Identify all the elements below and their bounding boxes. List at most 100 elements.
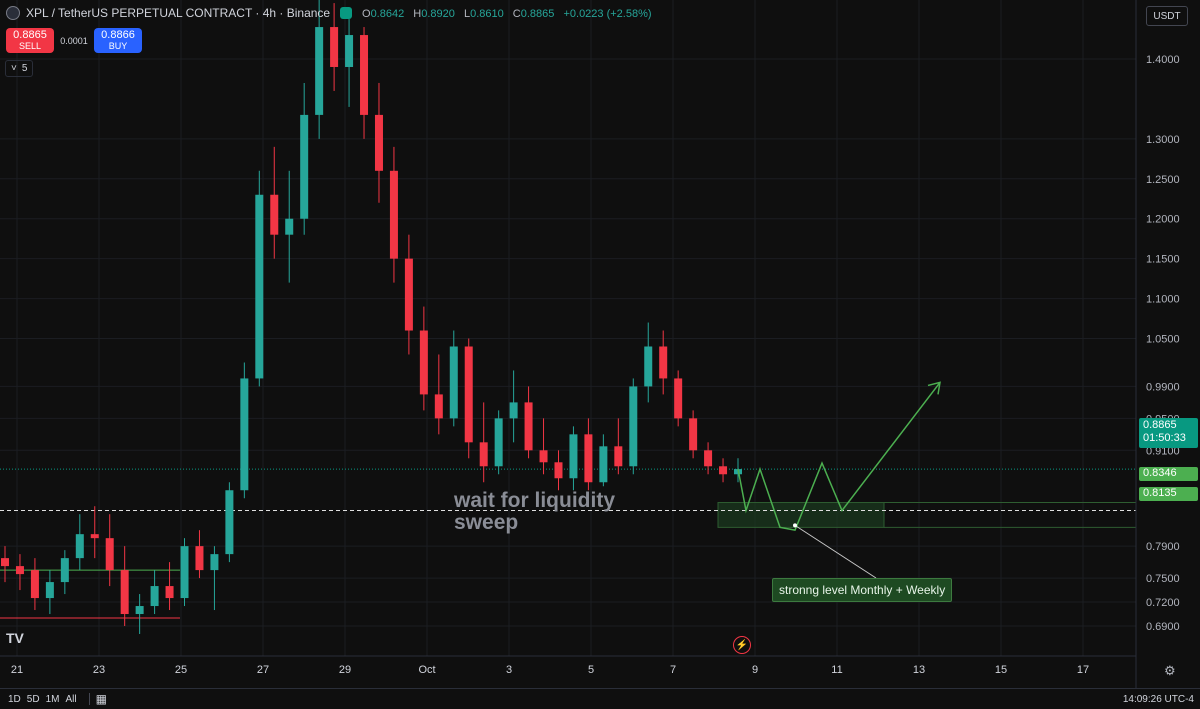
symbol-header[interactable]: XPL / TetherUS PERPETUAL CONTRACT · 4h ·… <box>6 6 353 20</box>
candle-body <box>479 442 488 467</box>
time-tick-label: 3 <box>506 664 512 676</box>
candle-body <box>374 114 383 171</box>
price-tick-label: 1.1500 <box>1146 254 1180 266</box>
candle-body <box>195 546 204 571</box>
candle-body <box>270 194 279 235</box>
candle-body <box>494 418 503 467</box>
candle-body <box>434 394 443 419</box>
candle-body <box>60 558 69 583</box>
candle-body <box>449 346 458 419</box>
candle-body <box>210 554 219 571</box>
toolbar-divider <box>88 693 90 705</box>
price-tick-label: 0.9100 <box>1146 445 1180 457</box>
candle-body <box>105 538 114 571</box>
candle-body <box>30 570 39 599</box>
candle-body <box>15 566 24 575</box>
sell-button[interactable]: 0.8865 SELL <box>6 28 54 53</box>
time-axis: 21 23 25 27 29 Oct 3 5 7 9 11 13 15 17 <box>0 655 1136 676</box>
buy-price: 0.8866 <box>101 28 135 41</box>
candle-body <box>569 434 578 479</box>
range-all[interactable]: All <box>65 693 77 705</box>
liquidity-sweep-note[interactable]: wait for liquidity sweep <box>454 490 615 534</box>
price-tick-label: 1.2500 <box>1146 174 1180 186</box>
level-callout[interactable]: stronng level Monthly + Weekly <box>772 578 953 602</box>
time-tick-label: 23 <box>93 664 105 676</box>
candle-body <box>419 330 428 395</box>
time-tick-label: 5 <box>588 664 594 676</box>
low-value: 0.8610 <box>470 8 504 20</box>
close-label: C <box>512 8 521 20</box>
time-tick-label: 21 <box>11 664 23 676</box>
candle-body <box>240 378 249 491</box>
indicators-count: 5 <box>21 63 28 74</box>
currency-selector[interactable]: USDT <box>1146 6 1188 26</box>
time-tick-label: 15 <box>995 664 1007 676</box>
candle-body <box>599 446 608 483</box>
market-open-icon <box>340 7 353 19</box>
range-1m[interactable]: 1M <box>45 693 60 705</box>
indicators-toggle[interactable]: ˅ 5 <box>5 60 34 77</box>
note-line-1: wait for liquidity <box>454 489 615 512</box>
price-tick-label: 1.4000 <box>1146 54 1180 66</box>
candle-body <box>285 218 294 235</box>
ohlc-readout: O0.8642 H0.8920 L0.8610 C0.8865 +0.0223 … <box>362 8 658 20</box>
high-value: 0.8920 <box>421 8 455 20</box>
clock-timezone[interactable]: 14:09:26 UTC-4 <box>1122 693 1194 705</box>
candle-body <box>120 570 129 615</box>
sell-label: SELL <box>18 40 42 51</box>
bar-countdown: 01:50:33 <box>1143 432 1186 444</box>
note-line-2: sweep <box>454 511 519 534</box>
buy-label: BUY <box>108 40 128 51</box>
time-tick-label: 7 <box>670 664 676 676</box>
candle-body <box>1 558 9 567</box>
candle-body <box>389 170 398 259</box>
gear-icon[interactable]: ⚙ <box>1164 663 1176 678</box>
spread-value: 0.0001 <box>60 35 88 46</box>
buy-button[interactable]: 0.8866 BUY <box>94 28 142 53</box>
zone-bottom-price-label: 0.8135 <box>1139 487 1198 501</box>
lightning-icon[interactable]: ⚡ <box>733 636 751 654</box>
chevron-down-icon: ˅ <box>11 63 17 74</box>
time-tick-label: 27 <box>257 664 269 676</box>
price-tick-label: 1.3000 <box>1146 134 1180 146</box>
candle-body <box>704 450 713 467</box>
candle-body <box>135 606 144 615</box>
price-tick-label: 0.7200 <box>1146 597 1180 609</box>
time-tick-label: 25 <box>175 664 187 676</box>
candle-body <box>614 446 623 467</box>
time-tick-label: 11 <box>831 664 842 676</box>
candle-body <box>75 534 84 559</box>
calendar-icon[interactable]: ▦ <box>95 692 107 706</box>
high-label: H <box>413 8 422 20</box>
candle-body <box>509 402 518 419</box>
callout-leader-line <box>794 524 877 579</box>
candles <box>1 0 742 634</box>
time-tick-label: Oct <box>418 664 435 676</box>
sell-price: 0.8865 <box>13 28 47 41</box>
price-tick-label: 1.2000 <box>1146 214 1180 226</box>
price-tick-label: 0.7500 <box>1146 573 1180 585</box>
price-tick-label: 1.0500 <box>1146 334 1180 346</box>
candle-body <box>404 258 413 331</box>
candle-body <box>524 402 533 451</box>
low-label: L <box>463 8 471 20</box>
time-tick-label: 9 <box>752 664 758 676</box>
callout-anchor-dot <box>793 523 797 528</box>
candle-body <box>464 346 473 443</box>
trade-panel: 0.8865 SELL 0.0001 0.8866 BUY <box>6 28 142 53</box>
candle-body <box>90 534 99 539</box>
candle-body <box>45 582 54 599</box>
time-tick-label: 29 <box>339 664 351 676</box>
candle-body <box>689 418 698 451</box>
candle-body <box>584 434 593 483</box>
chart-grid <box>0 0 1136 656</box>
price-tick-label: 0.7900 <box>1146 541 1180 553</box>
candle-body <box>150 586 159 607</box>
symbol-title[interactable]: XPL / TetherUS PERPETUAL CONTRACT · 4h ·… <box>26 6 331 20</box>
range-1d[interactable]: 1D <box>8 693 21 705</box>
range-5d[interactable]: 5D <box>26 693 40 705</box>
projection-arrowhead <box>927 381 941 395</box>
candle-body <box>255 194 264 379</box>
time-tick-label: 13 <box>913 664 925 676</box>
